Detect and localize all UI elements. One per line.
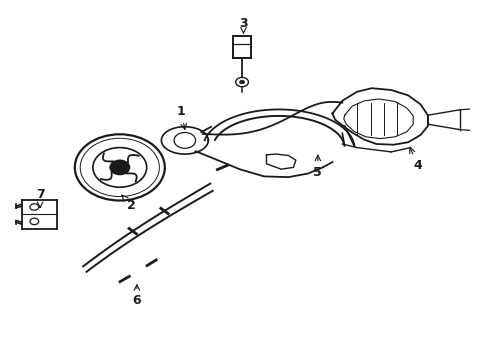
Text: 5: 5: [313, 155, 322, 179]
Text: 4: 4: [409, 148, 422, 172]
Text: 3: 3: [239, 17, 247, 33]
Text: 7: 7: [36, 188, 44, 208]
Text: 2: 2: [122, 195, 135, 212]
Circle shape: [110, 160, 129, 175]
Circle shape: [239, 80, 244, 84]
Text: 1: 1: [176, 105, 186, 129]
Text: 6: 6: [132, 285, 141, 307]
